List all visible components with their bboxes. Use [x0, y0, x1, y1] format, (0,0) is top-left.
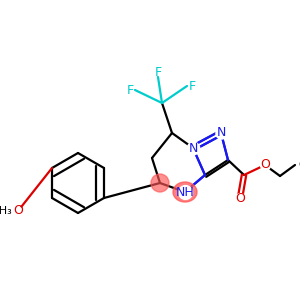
Text: O: O: [13, 205, 23, 218]
Text: O: O: [235, 193, 245, 206]
Text: O: O: [260, 158, 270, 172]
Ellipse shape: [173, 182, 197, 202]
Text: NH: NH: [176, 185, 194, 199]
Text: N: N: [188, 142, 198, 154]
Ellipse shape: [151, 174, 169, 192]
Text: F: F: [188, 80, 196, 92]
Text: N: N: [216, 127, 226, 140]
Text: F: F: [154, 65, 162, 79]
Text: C₂H₅: C₂H₅: [298, 160, 300, 170]
Text: F: F: [126, 83, 134, 97]
Text: CH₃: CH₃: [0, 206, 12, 216]
